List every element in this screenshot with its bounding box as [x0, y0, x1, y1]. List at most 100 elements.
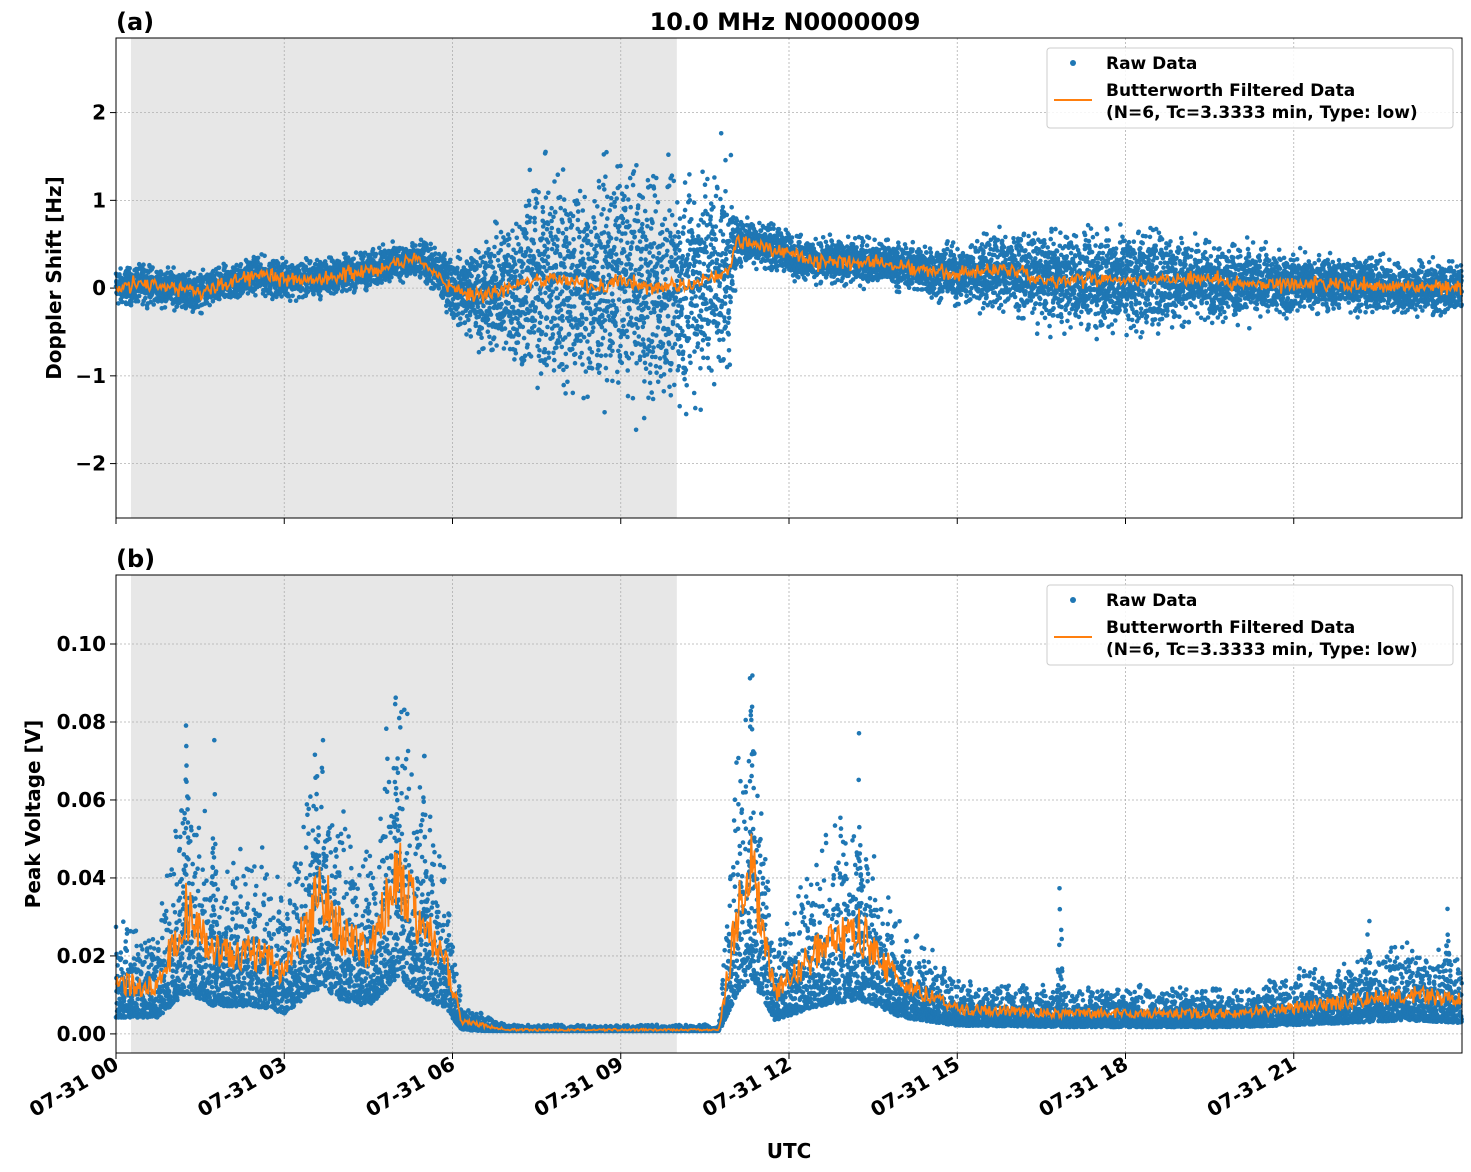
raw-point — [642, 379, 647, 384]
raw-point — [728, 152, 734, 158]
raw-point — [653, 354, 658, 360]
raw-point — [666, 341, 672, 347]
raw-point — [585, 224, 591, 230]
raw-point — [627, 175, 633, 181]
y-tick-label: −1 — [75, 364, 106, 388]
raw-point — [664, 252, 669, 258]
raw-point — [540, 205, 545, 210]
raw-point — [642, 360, 648, 366]
raw-point — [704, 249, 709, 255]
raw-point — [649, 390, 654, 395]
raw-point — [223, 263, 228, 269]
raw-point — [370, 246, 376, 252]
raw-point — [668, 368, 673, 373]
raw-point — [627, 298, 632, 303]
raw-point — [664, 303, 670, 309]
raw-point — [544, 226, 550, 232]
raw-point — [640, 221, 645, 227]
raw-point — [677, 216, 683, 221]
raw-point — [723, 189, 728, 194]
raw-point — [657, 314, 663, 319]
raw-point — [691, 289, 696, 295]
raw-point — [494, 343, 499, 348]
raw-point — [199, 310, 204, 316]
raw-point — [589, 242, 594, 247]
raw-point — [174, 303, 180, 309]
raw-point — [580, 315, 585, 320]
raw-point — [624, 184, 629, 190]
raw-point — [413, 243, 418, 248]
raw-point — [539, 329, 545, 335]
raw-point — [724, 212, 730, 218]
raw-point — [380, 242, 386, 247]
raw-point — [456, 311, 462, 316]
raw-point — [655, 325, 661, 330]
raw-point — [708, 287, 714, 293]
raw-point — [217, 296, 222, 302]
raw-point — [723, 324, 728, 330]
raw-point — [524, 236, 529, 241]
raw-point — [621, 249, 627, 254]
raw-point — [715, 321, 721, 326]
raw-point — [544, 315, 550, 321]
raw-point — [745, 215, 750, 220]
raw-point — [499, 301, 504, 307]
raw-point — [571, 237, 576, 242]
raw-point — [734, 218, 740, 223]
raw-point — [723, 157, 728, 163]
raw-point — [618, 163, 623, 169]
raw-point — [575, 209, 581, 214]
raw-point — [649, 339, 655, 344]
raw-point — [689, 310, 694, 316]
raw-point — [694, 318, 699, 324]
raw-point — [579, 350, 584, 356]
raw-point — [151, 302, 156, 307]
raw-point — [640, 195, 646, 200]
raw-point — [571, 304, 577, 309]
raw-point — [442, 251, 448, 256]
raw-point — [487, 334, 492, 340]
raw-point — [488, 340, 493, 346]
raw-point — [757, 220, 762, 226]
raw-point — [606, 299, 611, 304]
raw-point — [636, 334, 642, 339]
raw-point — [491, 335, 497, 340]
raw-point — [536, 353, 542, 359]
raw-point — [707, 319, 712, 324]
raw-point — [651, 345, 656, 350]
raw-point — [694, 332, 700, 337]
raw-point — [706, 336, 712, 342]
raw-point — [672, 382, 677, 388]
raw-point — [512, 357, 517, 362]
raw-point — [566, 331, 572, 337]
raw-point — [587, 360, 593, 365]
raw-point — [672, 234, 678, 239]
raw-point — [400, 280, 406, 285]
raw-point — [560, 230, 566, 236]
raw-point — [458, 316, 463, 321]
raw-point — [711, 381, 717, 387]
raw-point — [540, 231, 546, 237]
raw-point — [481, 346, 486, 351]
raw-point — [715, 185, 720, 191]
raw-point — [703, 244, 709, 249]
raw-point — [561, 382, 566, 388]
raw-point — [694, 303, 699, 308]
raw-point — [685, 319, 691, 324]
raw-point — [625, 312, 630, 317]
raw-point — [581, 334, 587, 340]
raw-point — [680, 356, 686, 362]
raw-point — [560, 318, 565, 323]
raw-point — [699, 324, 704, 330]
raw-point — [685, 252, 691, 258]
raw-point — [676, 234, 682, 240]
raw-point — [682, 180, 688, 185]
raw-point — [698, 308, 704, 314]
raw-point — [660, 242, 665, 247]
raw-point — [686, 336, 692, 341]
raw-point — [575, 217, 581, 223]
raw-point — [679, 312, 684, 318]
raw-point — [135, 298, 141, 304]
raw-point — [577, 229, 583, 235]
raw-point — [648, 226, 654, 231]
